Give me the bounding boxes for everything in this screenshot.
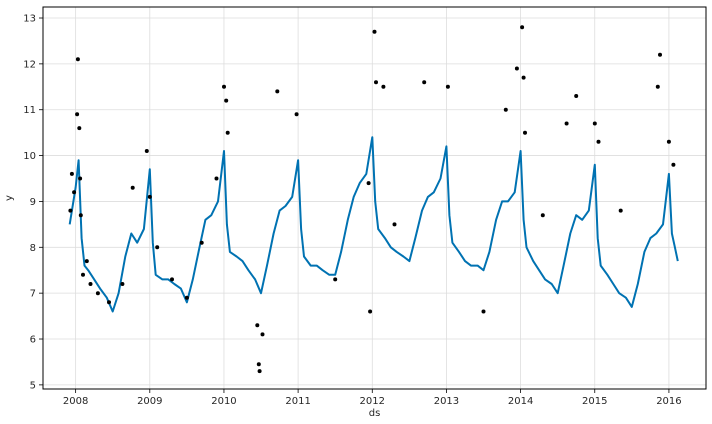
data-point bbox=[503, 107, 508, 112]
axis-ticks: 2008 2009 2010 2011 2012 2013 2014 2015 2016 5 6 7 8… bbox=[23, 14, 681, 407]
data-point bbox=[107, 300, 111, 305]
data-point bbox=[294, 112, 299, 117]
x-axis-title: ds bbox=[369, 408, 381, 419]
data-point bbox=[75, 57, 80, 62]
y-tick-label: 13 bbox=[23, 14, 36, 25]
data-point bbox=[224, 98, 229, 103]
x-tick-label: 2014 bbox=[508, 396, 533, 407]
data-point bbox=[81, 272, 85, 277]
x-tick-label: 2008 bbox=[63, 396, 88, 407]
data-point bbox=[422, 80, 427, 85]
x-tick-label: 2010 bbox=[211, 396, 236, 407]
data-point bbox=[75, 112, 80, 117]
x-tick-label: 2015 bbox=[582, 396, 607, 407]
data-point bbox=[564, 121, 569, 126]
x-tick-label: 2009 bbox=[137, 396, 162, 407]
data-point bbox=[392, 222, 397, 227]
data-point bbox=[72, 190, 77, 195]
data-point bbox=[540, 213, 545, 218]
data-point bbox=[199, 240, 204, 245]
data-point bbox=[592, 121, 597, 126]
data-point bbox=[95, 291, 100, 296]
forecast-line bbox=[68, 136, 679, 313]
y-tick-label: 7 bbox=[30, 289, 36, 300]
data-point bbox=[214, 176, 219, 181]
x-tick-label: 2016 bbox=[656, 396, 681, 407]
data-point bbox=[655, 84, 660, 89]
data-point bbox=[521, 75, 526, 80]
data-point bbox=[255, 323, 260, 328]
y-tick-label: 11 bbox=[23, 105, 36, 116]
forecast-line-layer bbox=[68, 136, 679, 313]
data-point bbox=[666, 139, 671, 144]
data-point bbox=[120, 282, 125, 286]
data-point bbox=[144, 149, 149, 153]
y-tick-label: 12 bbox=[23, 59, 36, 70]
data-point bbox=[78, 213, 83, 218]
data-point bbox=[170, 277, 174, 282]
observed-points-layer bbox=[68, 25, 676, 374]
data-point bbox=[88, 282, 93, 286]
data-point bbox=[520, 25, 525, 30]
plot-frame bbox=[42, 6, 707, 390]
x-tick-label: 2011 bbox=[285, 396, 310, 407]
y-axis-title: y bbox=[4, 195, 15, 201]
data-point bbox=[256, 362, 261, 367]
data-point bbox=[368, 309, 373, 314]
y-tick-label: 10 bbox=[23, 151, 36, 162]
data-point bbox=[68, 208, 73, 213]
data-point bbox=[481, 309, 486, 314]
data-point bbox=[514, 66, 519, 71]
data-point bbox=[366, 181, 371, 186]
data-point bbox=[381, 84, 386, 89]
data-point bbox=[77, 126, 82, 131]
y-tick-label: 5 bbox=[30, 380, 36, 391]
data-point bbox=[445, 84, 450, 89]
data-point bbox=[130, 185, 135, 190]
y-tick-label: 6 bbox=[30, 335, 36, 346]
data-point bbox=[658, 52, 662, 57]
data-point bbox=[374, 80, 378, 85]
x-tick-label: 2013 bbox=[434, 396, 459, 407]
data-point bbox=[523, 130, 527, 135]
y-tick-label: 8 bbox=[30, 243, 36, 254]
data-point bbox=[574, 94, 579, 98]
data-point bbox=[84, 259, 89, 264]
data-point bbox=[155, 245, 160, 250]
data-point bbox=[596, 139, 601, 144]
x-tick-label: 2012 bbox=[360, 396, 385, 407]
y-tick-label: 9 bbox=[30, 197, 36, 208]
data-point bbox=[372, 29, 377, 34]
data-point bbox=[671, 162, 676, 167]
data-point bbox=[69, 171, 74, 176]
data-point bbox=[78, 176, 83, 181]
data-point bbox=[275, 89, 280, 94]
data-point bbox=[260, 332, 265, 337]
data-point bbox=[257, 369, 262, 374]
data-point bbox=[184, 295, 189, 300]
data-point bbox=[147, 194, 152, 199]
data-point bbox=[225, 130, 230, 135]
data-point bbox=[222, 84, 226, 89]
data-point bbox=[618, 208, 623, 213]
data-point bbox=[333, 277, 338, 282]
